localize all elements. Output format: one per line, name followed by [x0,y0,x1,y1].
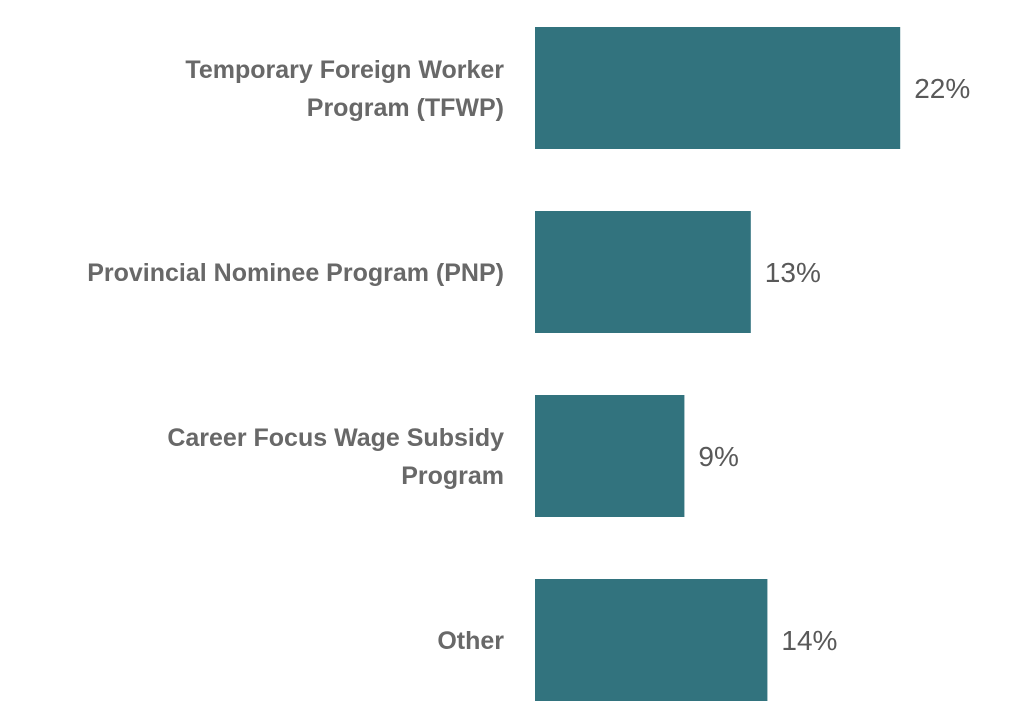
bar-1 [535,211,751,333]
data-label: 14% [781,625,837,656]
category-label: Career Focus Wage Subsidy [167,424,504,452]
bar-2 [535,395,685,517]
data-label: 22% [914,73,970,104]
category-label: Temporary Foreign Worker [185,56,504,84]
data-label: 13% [765,257,821,288]
category-label: Program (TFWP) [307,94,504,122]
data-label: 9% [698,441,738,472]
category-label: Provincial Nominee Program (PNP) [87,259,504,287]
bar-0 [535,27,901,149]
category-label: Program [401,462,504,490]
category-label: Other [437,627,504,655]
bar-3 [535,579,768,701]
